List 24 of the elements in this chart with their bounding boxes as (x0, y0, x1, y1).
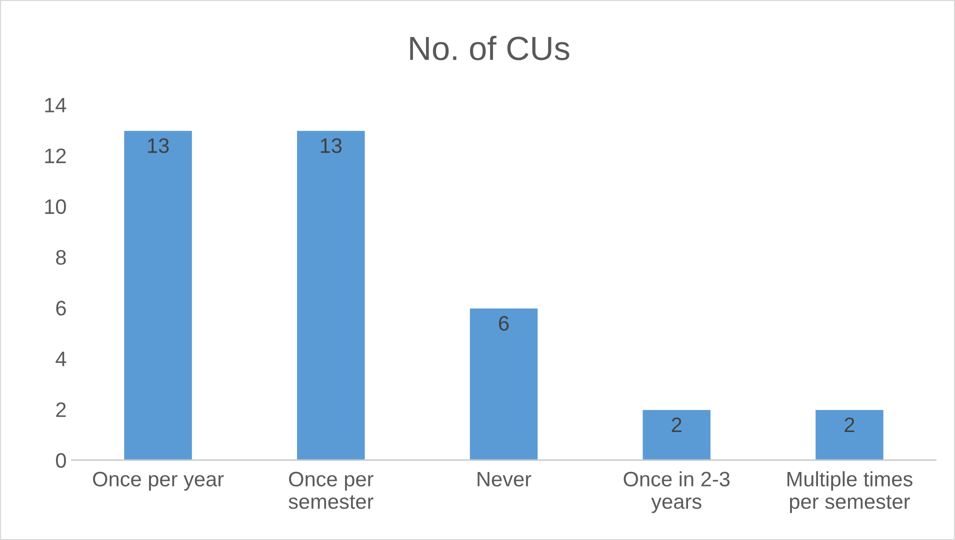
x-tick-label: Once in 2-3 years (624, 471, 730, 514)
chart-title: No. of CUs (410, 36, 570, 60)
y-tick-label: 0 (56, 453, 66, 468)
y-tick-label: 10 (45, 199, 66, 214)
y-tick-label: 8 (56, 250, 66, 265)
data-label: 2 (844, 417, 854, 432)
x-tick-label: Once per semester (288, 472, 374, 509)
data-label: 6 (499, 316, 509, 331)
x-tick-label: Never (478, 472, 532, 486)
data-label: 13 (148, 138, 169, 154)
y-tick-label: 6 (56, 300, 66, 316)
bar (296, 129, 366, 460)
y-tick-label: 4 (56, 352, 66, 366)
bar (641, 408, 712, 460)
data-label: 13 (320, 138, 342, 154)
x-tick-label: Once per year (93, 472, 224, 491)
data-label: 2 (672, 417, 682, 432)
y-tick-label: 12 (45, 148, 66, 164)
y-tick-label: 14 (45, 98, 66, 112)
x-tick-label: Multiple times per semester (788, 471, 912, 514)
y-tick-label: 2 (56, 402, 66, 417)
bar (122, 129, 194, 460)
bar (468, 307, 540, 460)
bar (814, 408, 885, 460)
